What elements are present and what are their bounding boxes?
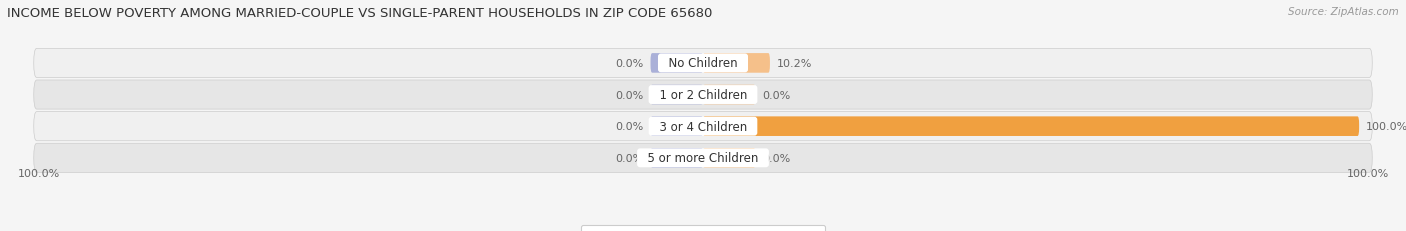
FancyBboxPatch shape [34,81,1372,110]
Text: No Children: No Children [661,57,745,70]
Text: 10.2%: 10.2% [776,59,811,69]
Text: 100.0%: 100.0% [1347,169,1389,179]
Text: 100.0%: 100.0% [17,169,59,179]
FancyBboxPatch shape [651,148,703,168]
Text: 0.0%: 0.0% [616,153,644,163]
FancyBboxPatch shape [34,112,1372,141]
Legend: Married Couples, Single Parents: Married Couples, Single Parents [581,225,825,231]
Text: 3 or 4 Children: 3 or 4 Children [651,120,755,133]
Text: 5 or more Children: 5 or more Children [640,152,766,165]
FancyBboxPatch shape [703,54,770,73]
Text: 1 or 2 Children: 1 or 2 Children [651,89,755,102]
Text: 100.0%: 100.0% [1365,122,1406,132]
FancyBboxPatch shape [703,85,755,105]
Text: Source: ZipAtlas.com: Source: ZipAtlas.com [1288,7,1399,17]
FancyBboxPatch shape [651,54,703,73]
Text: 0.0%: 0.0% [616,122,644,132]
FancyBboxPatch shape [703,117,1360,136]
Text: INCOME BELOW POVERTY AMONG MARRIED-COUPLE VS SINGLE-PARENT HOUSEHOLDS IN ZIP COD: INCOME BELOW POVERTY AMONG MARRIED-COUPL… [7,7,713,20]
FancyBboxPatch shape [651,85,703,105]
FancyBboxPatch shape [34,144,1372,173]
FancyBboxPatch shape [651,117,703,136]
Text: 0.0%: 0.0% [762,153,790,163]
Text: 0.0%: 0.0% [616,90,644,100]
FancyBboxPatch shape [703,148,755,168]
FancyBboxPatch shape [34,49,1372,78]
Text: 0.0%: 0.0% [616,59,644,69]
Text: 0.0%: 0.0% [762,90,790,100]
